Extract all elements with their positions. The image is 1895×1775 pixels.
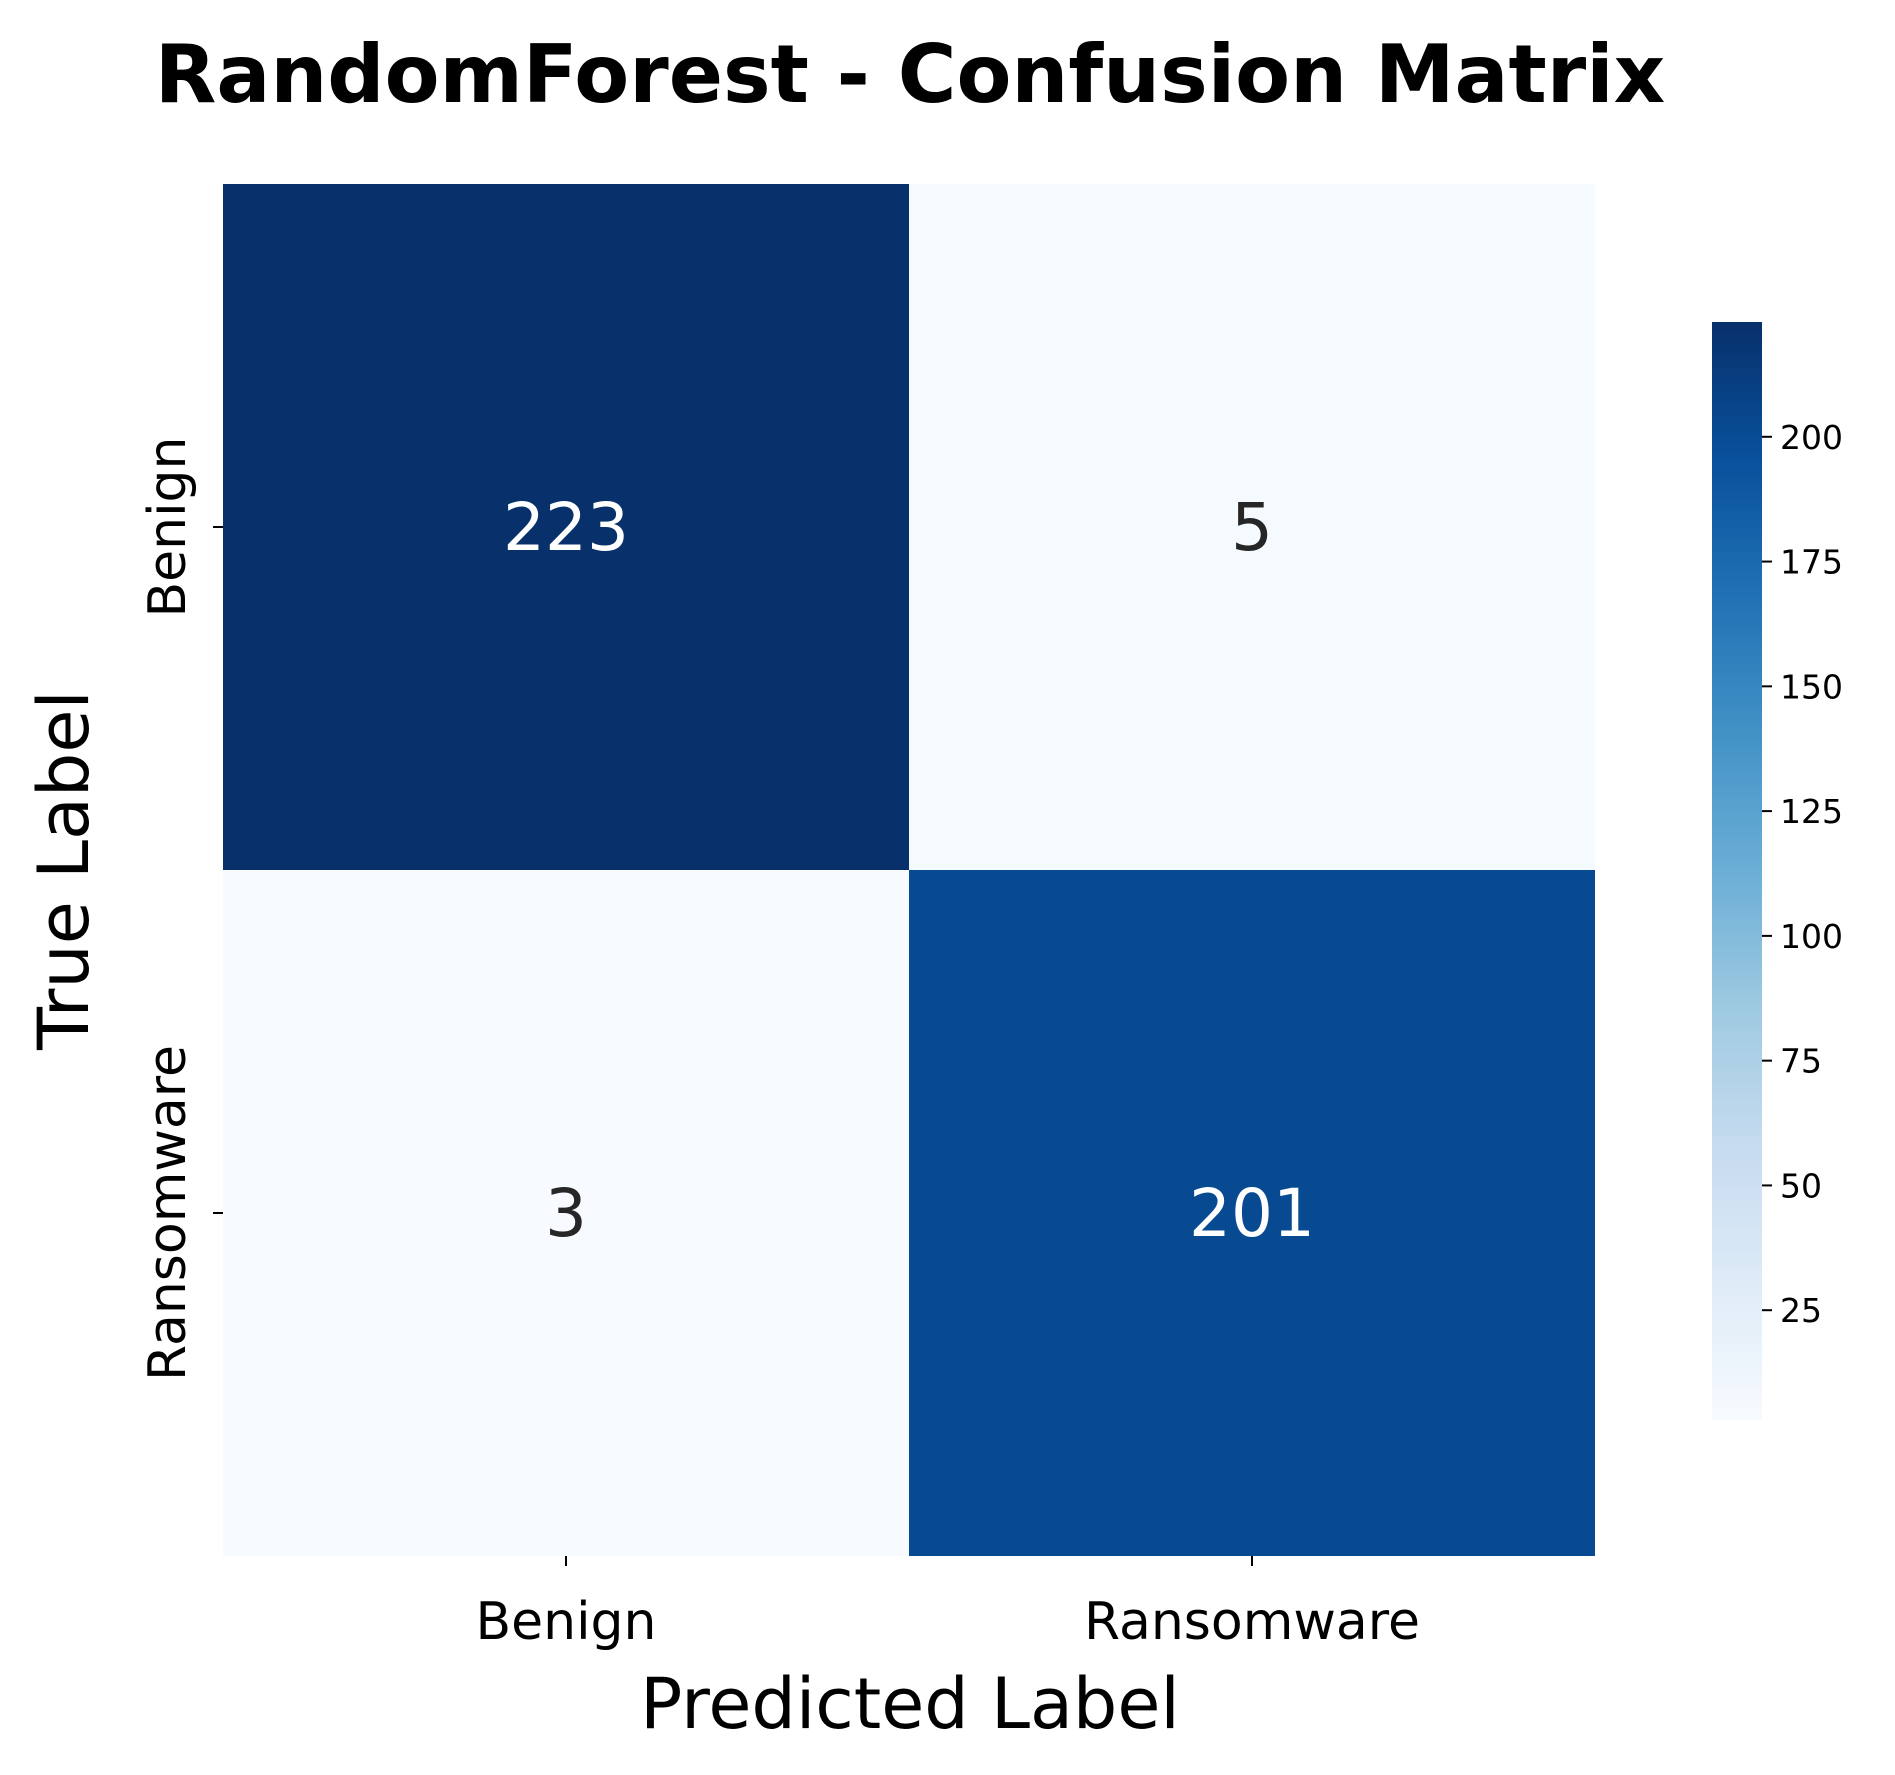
- colorbar-ticks: 25 50 75 100 125 150 175 200: [1762, 418, 1843, 1330]
- colorbar-tick-label-7: 200: [1780, 418, 1843, 457]
- x-axis-label: Predicted Label: [640, 1663, 1180, 1745]
- heatmap-cell-0-1: [909, 184, 1595, 870]
- colorbar-tick-label-5: 150: [1780, 667, 1843, 706]
- cell-value-label-1-1: 201: [1189, 1175, 1315, 1252]
- y-tick-label-0: Benign: [138, 436, 198, 617]
- colorbar-tick-label-4: 125: [1780, 792, 1843, 831]
- heatmap-cell-0-0: [223, 184, 909, 870]
- colorbar-tick-label-2: 75: [1780, 1042, 1822, 1081]
- cell-value-label-0-1: 5: [1231, 489, 1273, 566]
- cell-value-label-1-0: 3: [545, 1175, 587, 1252]
- cell-value-label-0-0: 223: [503, 489, 629, 566]
- y-axis-label: True Label: [23, 690, 105, 1051]
- heatmap-cell-labels: 223 5 3 201: [503, 489, 1315, 1252]
- colorbar-tick-label-1: 50: [1780, 1166, 1822, 1205]
- y-tick-label-1: Ransomware: [138, 1045, 198, 1381]
- colorbar-tick-label-6: 175: [1780, 543, 1843, 582]
- heatmap-cell-1-0: [223, 870, 909, 1556]
- colorbar-tick-label-3: 100: [1780, 917, 1843, 956]
- colorbar-tick-label-0: 25: [1780, 1291, 1822, 1330]
- heatmap-cells: [223, 184, 1595, 1556]
- colorbar: [1712, 322, 1762, 1420]
- heatmap-cell-1-1: [909, 870, 1595, 1556]
- x-tick-label-0: Benign: [475, 1592, 656, 1652]
- x-axis: Benign Ransomware: [475, 1556, 1420, 1652]
- chart-title: RandomForest - Confusion Matrix: [155, 28, 1665, 121]
- x-tick-label-1: Ransomware: [1084, 1592, 1420, 1652]
- y-axis: Benign Ransomware: [138, 436, 223, 1381]
